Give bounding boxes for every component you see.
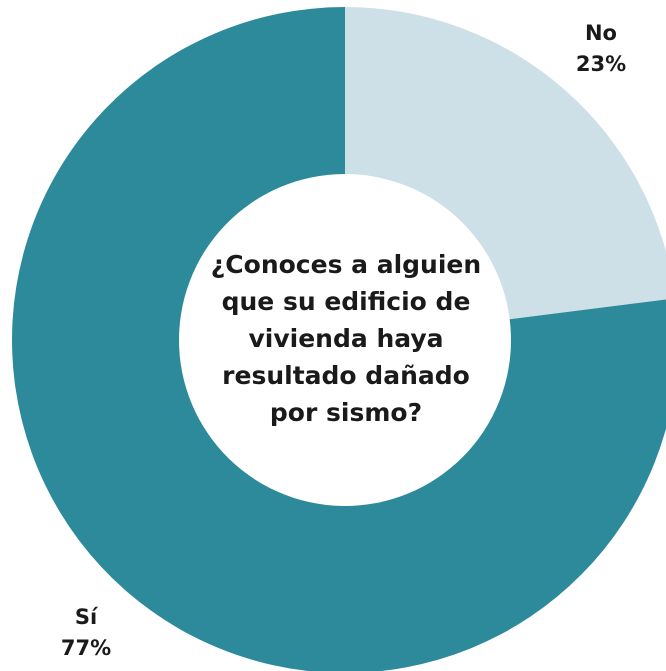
slice-value-no: 23% [575, 52, 627, 76]
slice-name-no: No [584, 21, 617, 45]
donut-slice-si [12, 7, 666, 671]
slice-name-si: Sí [74, 605, 98, 629]
slice-label-no: No 23% [561, 18, 641, 80]
slice-label-si: Sí 77% [46, 602, 126, 664]
donut-slice-no [345, 7, 666, 320]
slice-value-si: 77% [60, 636, 112, 660]
chart-title: ¿Conoces a alguien que su edificio de vi… [210, 250, 482, 427]
